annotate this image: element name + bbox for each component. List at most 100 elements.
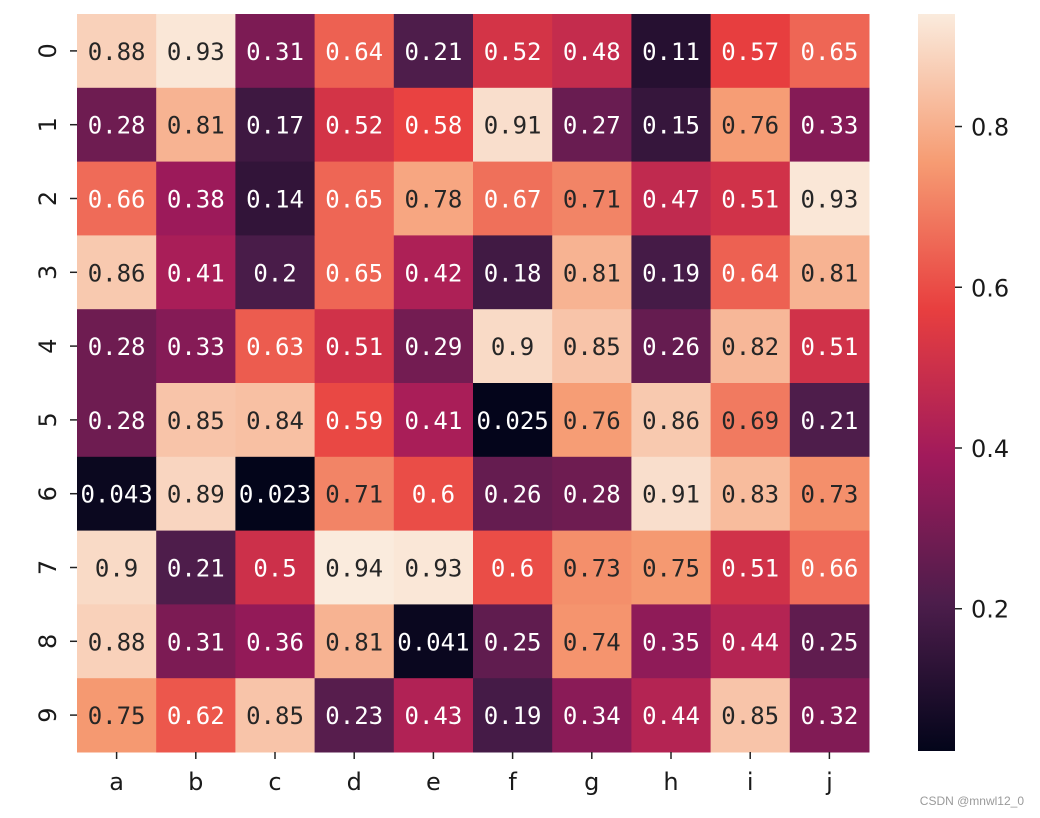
heatmap-cell bbox=[235, 678, 316, 753]
heatmap-cell bbox=[77, 604, 157, 679]
cell-label: 0.26 bbox=[484, 481, 542, 509]
heatmap-cell bbox=[631, 14, 712, 89]
heatmap-cell bbox=[77, 87, 157, 163]
heatmap-cell bbox=[552, 235, 632, 310]
heatmap-cell bbox=[235, 456, 316, 532]
heatmap-cell bbox=[710, 383, 791, 458]
heatmap-cell bbox=[235, 383, 316, 458]
cell-label: 0.9 bbox=[95, 555, 138, 583]
heatmap-cell bbox=[156, 87, 236, 163]
cell-label: 0.043 bbox=[80, 481, 152, 509]
cell-label: 0.51 bbox=[801, 333, 859, 361]
colorbar-tick-label: 0.4 bbox=[971, 435, 1009, 463]
cell-label: 0.23 bbox=[325, 702, 383, 730]
cell-label: 0.94 bbox=[325, 555, 383, 583]
heatmap-cell bbox=[314, 161, 395, 236]
heatmap-cell bbox=[473, 456, 553, 532]
heatmap-cell bbox=[631, 235, 712, 310]
cell-label: 0.5 bbox=[253, 555, 296, 583]
cell-label: 0.51 bbox=[325, 333, 383, 361]
heatmap-cell bbox=[393, 161, 474, 236]
cell-label: 0.85 bbox=[167, 407, 225, 435]
x-tick-label: f bbox=[508, 768, 517, 796]
cell-label: 0.21 bbox=[801, 407, 859, 435]
heatmap-cell bbox=[393, 604, 474, 679]
heatmap-cell bbox=[552, 87, 632, 163]
heatmap-cell bbox=[314, 530, 395, 605]
heatmap-cell bbox=[393, 14, 474, 89]
cell-label: 0.51 bbox=[721, 186, 779, 214]
heatmap-cell bbox=[77, 383, 157, 458]
heatmap-cell bbox=[393, 87, 474, 163]
y-axis: 0 1 2 3 4 5 6 7 8 9 bbox=[34, 43, 77, 723]
cell-label: 0.41 bbox=[405, 407, 463, 435]
cell-label: 0.26 bbox=[642, 333, 700, 361]
cell-label: 0.58 bbox=[405, 112, 463, 140]
cell-label: 0.81 bbox=[563, 259, 621, 287]
cell-label: 0.36 bbox=[246, 628, 304, 656]
cell-label: 0.31 bbox=[246, 38, 304, 66]
heatmap-cell bbox=[314, 309, 395, 384]
heatmap-cell bbox=[77, 235, 157, 310]
colorbar-tick-label: 0.2 bbox=[971, 596, 1009, 624]
heatmap-cell bbox=[314, 14, 395, 89]
cell-label: 0.19 bbox=[484, 702, 542, 730]
heatmap-cell bbox=[235, 604, 316, 679]
heatmap-cell bbox=[552, 530, 632, 605]
cell-label: 0.57 bbox=[721, 38, 779, 66]
colorbar-tick-label: 0.8 bbox=[971, 114, 1009, 142]
y-tick-label: 7 bbox=[34, 560, 62, 575]
heatmap-cell bbox=[473, 604, 553, 679]
heatmap-cell bbox=[631, 309, 712, 384]
cell-label: 0.041 bbox=[397, 628, 469, 656]
cell-label: 0.86 bbox=[88, 259, 146, 287]
heatmap-cell bbox=[789, 604, 870, 679]
heatmap-cell bbox=[77, 309, 157, 384]
heatmap-cell bbox=[156, 530, 236, 605]
cell-label: 0.71 bbox=[325, 481, 383, 509]
y-tick-label: 9 bbox=[34, 707, 62, 722]
cell-label: 0.52 bbox=[325, 112, 383, 140]
heatmap-cell bbox=[631, 530, 712, 605]
cell-label: 0.82 bbox=[721, 333, 779, 361]
heatmap-cell bbox=[393, 235, 474, 310]
heatmap-cell bbox=[710, 456, 791, 532]
heatmap-cell bbox=[393, 678, 474, 753]
x-axis: a b c d e f g h i j bbox=[109, 752, 833, 796]
heatmap-cell bbox=[393, 530, 474, 605]
x-tick-label: g bbox=[584, 768, 599, 796]
cell-label: 0.25 bbox=[801, 628, 859, 656]
heatmap-cell bbox=[235, 309, 316, 384]
cell-label: 0.86 bbox=[642, 407, 700, 435]
cell-label: 0.85 bbox=[246, 702, 304, 730]
heatmap-cell bbox=[314, 604, 395, 679]
cell-label: 0.19 bbox=[642, 259, 700, 287]
cell-label: 0.47 bbox=[642, 186, 700, 214]
y-tick-label: 2 bbox=[34, 191, 62, 206]
heatmap-cell bbox=[631, 383, 712, 458]
heatmap-cell bbox=[235, 87, 316, 163]
cell-label: 0.88 bbox=[88, 38, 146, 66]
cell-label: 0.93 bbox=[801, 186, 859, 214]
cell-label: 0.6 bbox=[491, 555, 534, 583]
cell-label: 0.93 bbox=[405, 555, 463, 583]
cell-label: 0.66 bbox=[801, 555, 859, 583]
cell-label: 0.91 bbox=[642, 481, 700, 509]
heatmap-cell bbox=[552, 383, 632, 458]
heatmap-cell bbox=[789, 383, 870, 458]
cell-label: 0.74 bbox=[563, 628, 621, 656]
heatmap-cell bbox=[710, 530, 791, 605]
heatmap-cell bbox=[710, 604, 791, 679]
heatmap-cell bbox=[235, 161, 316, 236]
cell-label: 0.28 bbox=[88, 112, 146, 140]
cell-label: 0.81 bbox=[167, 112, 225, 140]
cell-label: 0.81 bbox=[801, 259, 859, 287]
cell-label: 0.59 bbox=[325, 407, 383, 435]
heatmap-cell bbox=[710, 678, 791, 753]
cell-label: 0.28 bbox=[563, 481, 621, 509]
cell-label: 0.88 bbox=[88, 628, 146, 656]
heatmap-cell bbox=[156, 604, 236, 679]
heatmap-cell bbox=[473, 14, 553, 89]
cell-label: 0.25 bbox=[484, 628, 542, 656]
